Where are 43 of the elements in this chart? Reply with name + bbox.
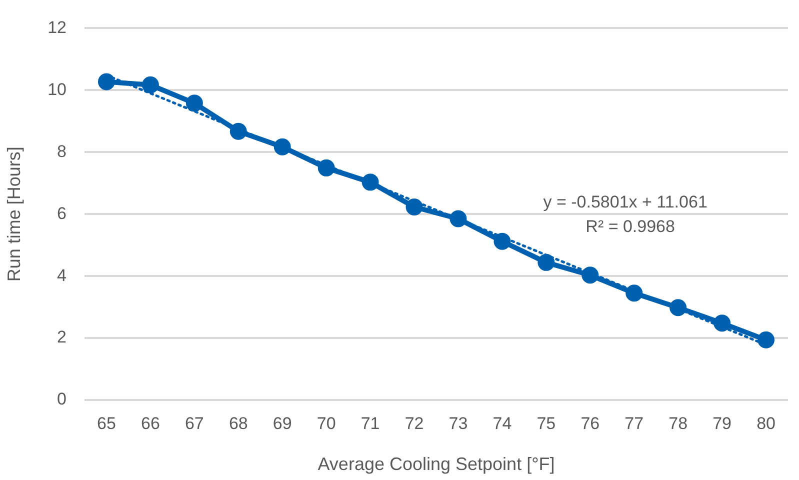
- point: [582, 266, 599, 284]
- point: [230, 122, 247, 140]
- y-tick-label: 10: [48, 80, 67, 99]
- point: [450, 210, 467, 228]
- x-tick-label: 73: [448, 414, 468, 433]
- x-tick-label: 80: [756, 414, 776, 433]
- x-tick-label: 77: [624, 414, 644, 433]
- x-tick-label: 70: [316, 414, 336, 433]
- point: [142, 76, 159, 94]
- x-tick-label: 72: [404, 414, 424, 433]
- point: [494, 232, 511, 250]
- x-tick-label: 68: [228, 414, 248, 433]
- x-tick-label: 65: [97, 414, 116, 433]
- x-tick-label: 74: [492, 414, 512, 433]
- x-tick-label: 67: [184, 414, 204, 433]
- point: [626, 284, 643, 302]
- x-tick-label: 75: [536, 414, 556, 433]
- point: [318, 159, 335, 176]
- point: [714, 314, 731, 332]
- y-tick-label: 6: [57, 204, 67, 223]
- point: [274, 138, 291, 156]
- x-tick-label: 79: [712, 414, 732, 433]
- x-tick-label: 71: [360, 414, 380, 433]
- x-tick-label: 78: [668, 414, 688, 433]
- y-tick-label: 8: [57, 142, 67, 161]
- y-tick-label: 0: [57, 390, 67, 409]
- point: [758, 331, 775, 348]
- annotation: R² = 0.9968: [586, 217, 675, 236]
- y-tick-label: 4: [57, 266, 67, 285]
- y-tick-label: 12: [48, 18, 67, 37]
- point: [98, 73, 115, 90]
- point: [186, 94, 203, 112]
- point: [406, 198, 423, 216]
- y-axis-title: Run time [Hours]: [4, 146, 24, 282]
- annotation: y = -0.5801x + 11.061: [543, 192, 708, 212]
- point: [538, 254, 555, 271]
- point: [362, 174, 379, 191]
- x-tick-label: 69: [272, 414, 292, 433]
- x-axis-title: Average Cooling Setpoint [°F]: [318, 454, 555, 474]
- x-tick-label: 76: [580, 414, 600, 433]
- point: [670, 299, 687, 316]
- x-tick-label: 66: [141, 414, 160, 433]
- y-tick-label: 2: [57, 328, 67, 347]
